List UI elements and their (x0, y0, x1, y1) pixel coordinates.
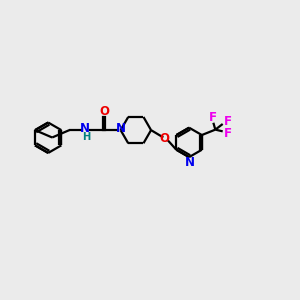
Text: F: F (224, 115, 232, 128)
Text: O: O (99, 106, 109, 118)
Text: H: H (82, 132, 90, 142)
Text: F: F (224, 127, 232, 140)
Text: N: N (184, 156, 195, 169)
Text: F: F (209, 111, 217, 124)
Text: N: N (80, 122, 90, 135)
Text: N: N (116, 122, 126, 135)
Text: O: O (160, 132, 170, 145)
